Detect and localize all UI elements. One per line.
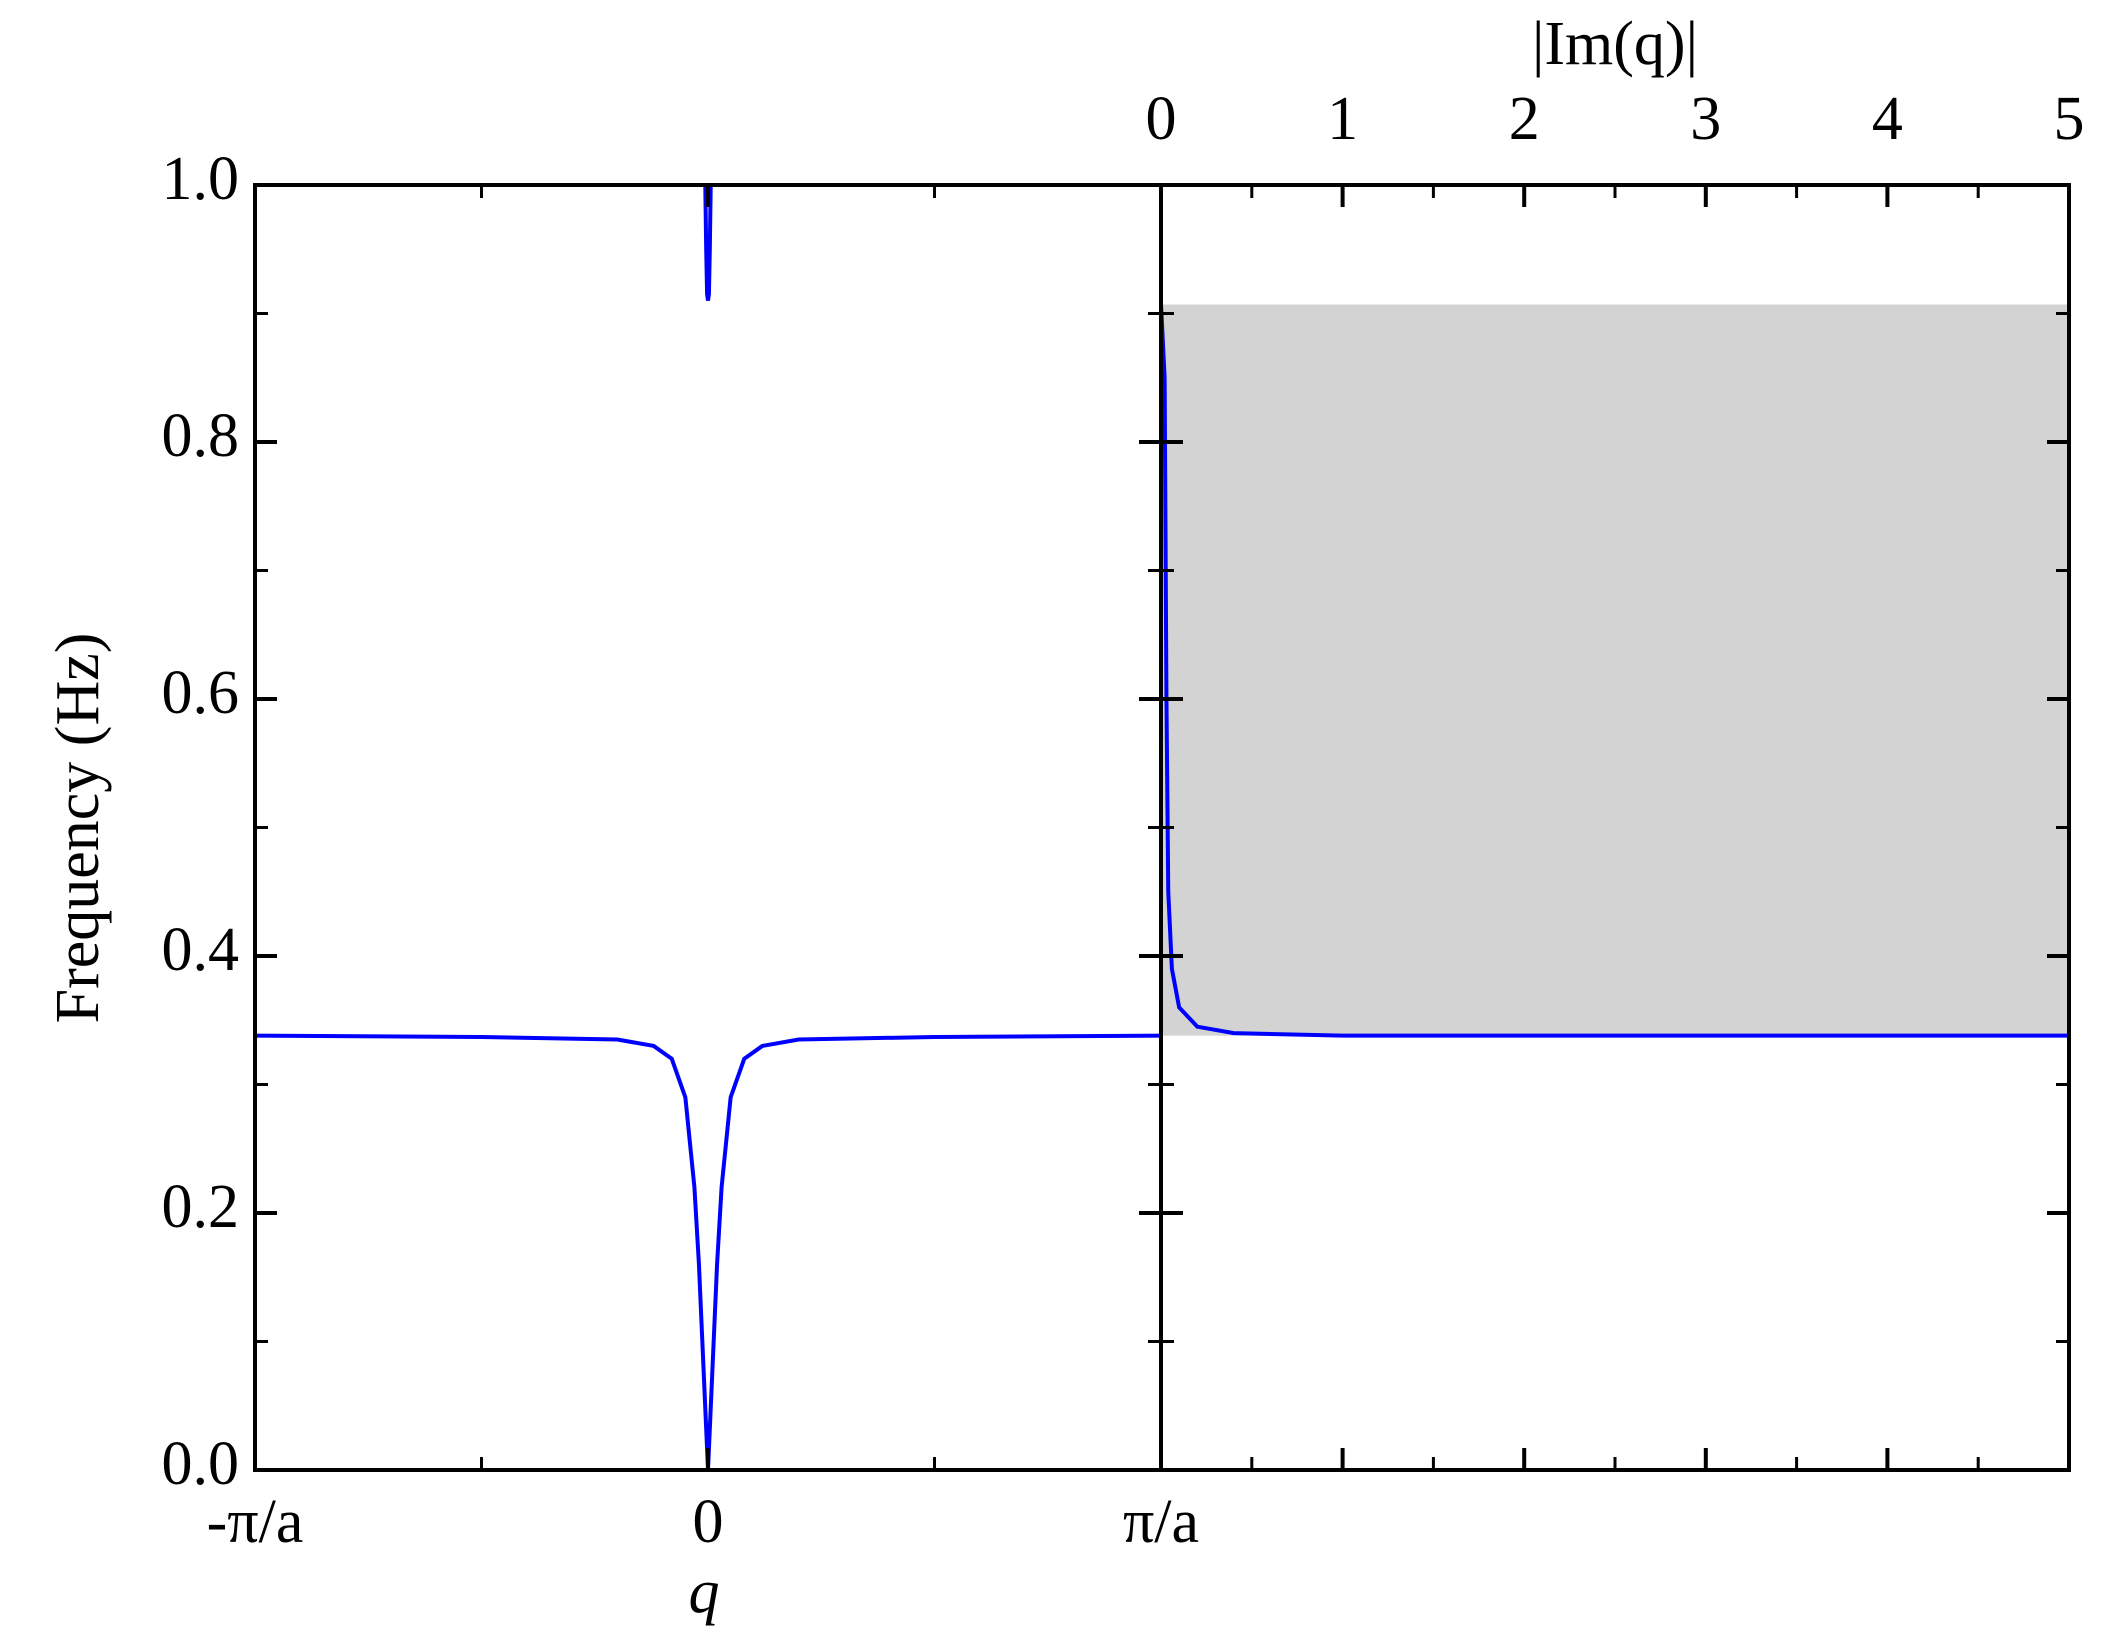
x-axis-label: q <box>689 1558 720 1626</box>
x-tick-label: 3 <box>1690 85 1721 153</box>
y-axis-label: Frequency (Hz) <box>44 633 112 1024</box>
x-tick-label: 4 <box>1872 85 1903 153</box>
curve <box>254 1033 1162 1471</box>
x-tick-label: 0 <box>693 1488 724 1556</box>
curve <box>1159 304 2069 1038</box>
top-x-axis-label: |Im(q)| <box>1532 10 1698 78</box>
y-tick-label: 0.8 <box>162 402 240 470</box>
y-tick-label: 0.4 <box>162 916 240 984</box>
y-tick-label: 0.0 <box>162 1430 240 1498</box>
y-tick-label: 0.2 <box>162 1173 240 1241</box>
x-tick-label: 0 <box>1146 85 1177 153</box>
y-tick-label: 0.6 <box>162 659 240 727</box>
x-tick-label: 1 <box>1327 85 1358 153</box>
shaded-region <box>1161 304 2069 1036</box>
x-tick-label: -π/a <box>207 1488 304 1556</box>
x-tick-label: 2 <box>1509 85 1540 153</box>
x-tick-label: π/a <box>1123 1488 1199 1556</box>
curve <box>703 184 713 301</box>
y-tick-label: 1.0 <box>162 145 240 213</box>
x-tick-label: 5 <box>2054 85 2085 153</box>
